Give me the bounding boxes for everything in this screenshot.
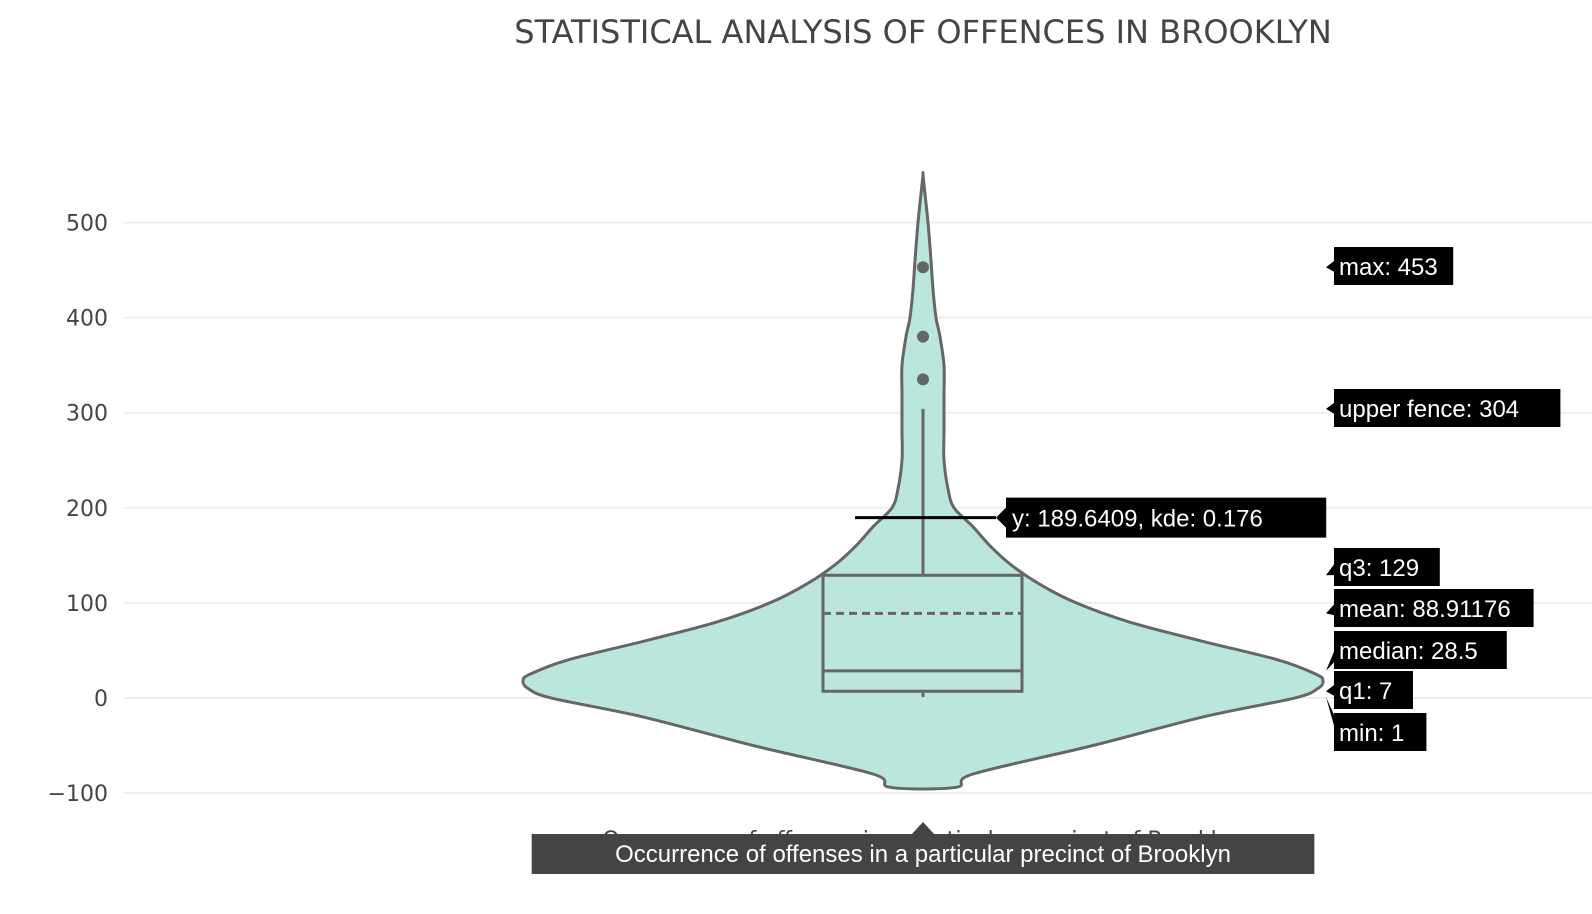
category-tooltip-text: Occurrence of offenses in a particular p…: [615, 841, 1231, 868]
y-axis-ticks: −100 0 100 200 300 400 500: [48, 212, 108, 807]
stat-tooltip-box: [1334, 548, 1440, 586]
stat-tooltip-text: q1: 7: [1339, 678, 1392, 705]
stat-tooltip-text: mean: 88.91176: [1339, 596, 1511, 623]
kde-tooltip-text: y: 189.6409, kde: 0.176: [1012, 506, 1263, 533]
stat-tooltip-box: [1334, 247, 1454, 285]
chart-title: STATISTICAL ANALYSIS OF OFFENCES IN BROO…: [514, 13, 1332, 51]
stat-tooltip-text: min: 1: [1339, 720, 1404, 747]
y-tick-label: 100: [66, 592, 108, 617]
outlier-point: [917, 330, 929, 343]
violin-layer: [521, 171, 1325, 791]
category-tooltip-arrow: [911, 822, 935, 835]
stat-tooltip-text: upper fence: 304: [1339, 396, 1519, 423]
y-tick-label: 0: [94, 687, 108, 712]
stat-tooltip-box: [1334, 631, 1507, 669]
iqr-box: [821, 573, 1024, 693]
y-tick-label: −100: [48, 782, 108, 807]
hover-labels: y: 189.6409, kde: 0.176 max: 453 upper fen…: [531, 247, 1561, 874]
y-tick-label: 300: [66, 402, 108, 427]
category-tooltip-box: [531, 834, 1315, 874]
y-tick-label: 500: [66, 212, 108, 237]
outlier-point: [917, 261, 929, 274]
stat-tooltip-box: [1334, 589, 1534, 627]
outlier-point: [917, 373, 929, 386]
stat-tooltip-box: [1334, 671, 1413, 709]
y-tick-label: 400: [66, 307, 108, 332]
kde-tooltip-box: [996, 497, 1327, 538]
stat-tooltip-text: q3: 129: [1339, 555, 1419, 582]
stat-tooltip-text: median: 28.5: [1339, 638, 1478, 665]
stat-tooltip-text: max: 453: [1339, 254, 1438, 281]
stat-tooltip-box: [1334, 389, 1561, 427]
y-tick-label: 200: [66, 497, 108, 522]
stat-tooltip-box: [1334, 713, 1427, 751]
